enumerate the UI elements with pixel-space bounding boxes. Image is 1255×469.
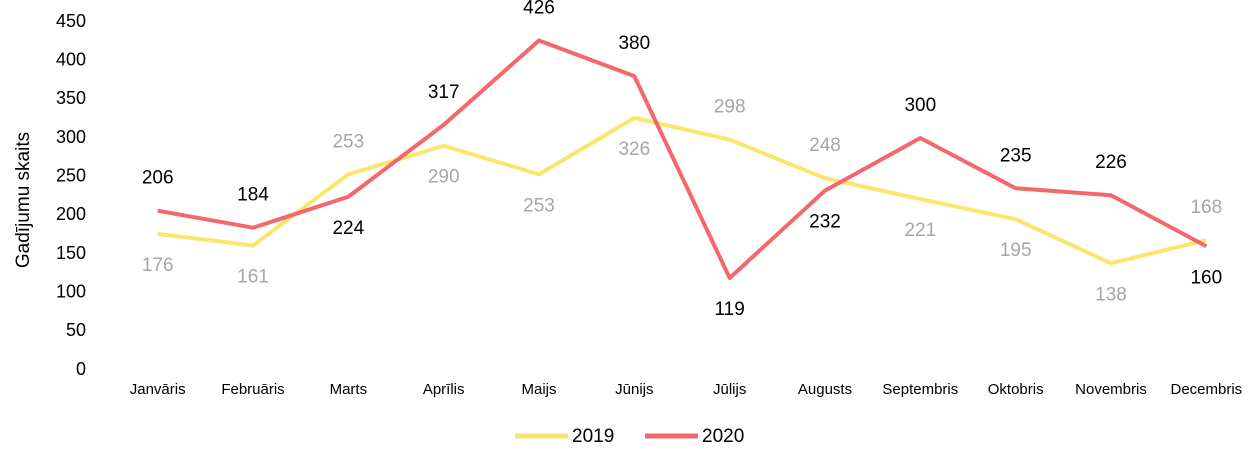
x-tick-label: Jūnijs	[615, 381, 653, 398]
y-tick-label: 400	[56, 49, 86, 69]
data-label: 317	[428, 82, 460, 103]
x-tick-label: Augusts	[798, 381, 852, 398]
data-label: 119	[715, 299, 745, 320]
data-label: 221	[904, 220, 936, 241]
y-tick-label: 200	[56, 204, 86, 224]
y-tick-label: 0	[76, 359, 86, 379]
data-label: 290	[428, 167, 460, 188]
y-tick-label: 350	[56, 88, 86, 108]
y-tick-label: 450	[56, 11, 86, 31]
data-label: 235	[1000, 145, 1032, 166]
data-label: 380	[618, 33, 650, 54]
data-label: 326	[618, 139, 650, 160]
y-tick-label: 50	[66, 320, 86, 340]
y-axis-title: Gadījumu skaits	[13, 132, 34, 268]
x-tick-label: Novembris	[1075, 381, 1147, 398]
data-label: 253	[523, 195, 555, 216]
data-label: 298	[714, 97, 746, 118]
data-label: 195	[1000, 240, 1032, 261]
y-tick-label: 150	[56, 243, 86, 263]
data-label: 253	[332, 131, 364, 152]
data-label: 161	[237, 267, 269, 288]
y-tick-label: 100	[56, 281, 86, 301]
data-label: 168	[1190, 197, 1222, 218]
legend-label: 2019	[572, 426, 614, 447]
data-label: 184	[237, 185, 269, 206]
data-label: 224	[332, 218, 364, 239]
series-line	[157, 115, 1207, 266]
legend-label: 2020	[702, 426, 744, 447]
data-label: 226	[1095, 152, 1127, 173]
y-tick-label: 250	[56, 165, 86, 185]
x-tick-label: Jūlijs	[713, 381, 746, 398]
x-tick-label: Februāris	[221, 381, 284, 398]
data-label: 206	[142, 168, 174, 189]
data-label: 160	[1190, 267, 1222, 288]
data-label: 176	[142, 255, 174, 276]
data-label: 426	[523, 0, 555, 19]
x-tick-label: Marts	[330, 381, 368, 398]
data-label: 138	[1095, 284, 1127, 305]
x-tick-label: Oktobris	[988, 381, 1044, 398]
series-line	[157, 38, 1208, 280]
data-label: 300	[904, 95, 936, 116]
data-label: 248	[809, 135, 841, 156]
x-tick-label: Maijs	[521, 381, 556, 398]
x-tick-label: Septembris	[882, 381, 958, 398]
y-tick-label: 300	[56, 127, 86, 147]
data-label: 232	[809, 212, 841, 233]
x-tick-label: Aprīlis	[423, 381, 465, 398]
x-tick-label: Janvāris	[130, 381, 186, 398]
x-tick-label: Decembris	[1170, 381, 1242, 398]
